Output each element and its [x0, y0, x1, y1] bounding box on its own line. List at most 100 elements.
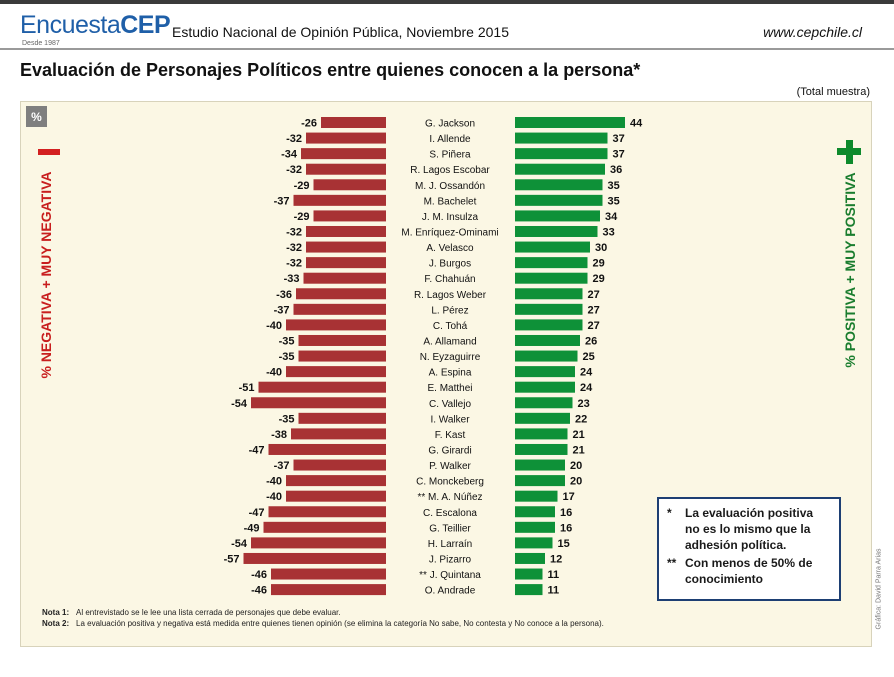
category-label: I. Walker [430, 414, 470, 425]
positive-bar [515, 225, 598, 237]
positive-value-label: 26 [585, 335, 597, 347]
positive-bar [515, 179, 603, 191]
negative-bar [286, 319, 386, 331]
brand-bold-text: CEP [120, 11, 171, 39]
positive-bar [515, 148, 608, 160]
category-label: F. Chahuán [424, 274, 475, 285]
category-label: N. Eyzaguirre [420, 352, 481, 363]
category-label: J. Burgos [429, 259, 471, 270]
footnote-mark: * [667, 506, 672, 520]
positive-bar [515, 350, 578, 362]
positive-bar [515, 210, 600, 222]
negative-bar [306, 241, 386, 253]
positive-value-label: 16 [560, 507, 572, 519]
footnote-item: ** Con menos de 50% de conocimiento [667, 555, 831, 587]
negative-value-label: -54 [231, 538, 248, 550]
negative-value-label: -51 [239, 382, 255, 394]
total-sample-note: (Total muestra) [796, 86, 870, 98]
positive-value-label: 12 [550, 553, 562, 565]
note-text: La evaluación positiva y negativa está m… [76, 619, 604, 628]
minus-icon [38, 149, 60, 155]
chart-credit: Gráfica: David Parra Arias [875, 548, 883, 630]
positive-bar [515, 288, 583, 300]
negative-value-label: -35 [279, 413, 295, 425]
positive-bar [515, 584, 543, 596]
brand-logo: EncuestaCEP [20, 11, 171, 39]
category-label: G. Jackson [425, 119, 475, 130]
negative-value-label: -32 [286, 258, 302, 270]
negative-value-label: -49 [244, 522, 260, 534]
positive-value-label: 44 [630, 118, 643, 130]
negative-value-label: -40 [266, 491, 282, 503]
positive-value-label: 25 [583, 351, 595, 363]
negative-bar [293, 194, 386, 206]
positive-value-label: 17 [563, 491, 575, 503]
positive-value-label: 21 [573, 444, 585, 456]
negative-value-label: -35 [279, 335, 295, 347]
category-label: R. Lagos Escobar [410, 165, 490, 176]
positive-value-label: 37 [613, 133, 625, 145]
positive-bar [515, 272, 588, 284]
header-bar: EncuestaCEP Desde 1987 Estudio Nacional … [0, 4, 894, 50]
negative-bar [286, 475, 386, 487]
negative-bar [306, 132, 386, 144]
category-label: C. Monckeberg [416, 477, 484, 488]
negative-value-label: -47 [249, 444, 265, 456]
positive-value-label: 23 [578, 398, 590, 410]
category-label: ** J. Quintana [419, 570, 481, 581]
negative-bar [286, 366, 386, 378]
category-label: I. Allende [429, 134, 471, 145]
negative-bar [306, 257, 386, 269]
negative-value-label: -32 [286, 242, 302, 254]
negative-bar [313, 179, 386, 191]
category-label: A. Velasco [426, 243, 474, 254]
positive-value-label: 27 [588, 289, 600, 301]
negative-bar [271, 584, 386, 596]
footnote-mark: ** [667, 556, 677, 570]
positive-value-label: 11 [548, 569, 560, 581]
negative-bar [298, 412, 386, 424]
positive-value-label: 22 [575, 413, 587, 425]
negative-value-label: -37 [274, 460, 290, 472]
brand-since: Desde 1987 [22, 40, 60, 47]
category-label: G. Teillier [429, 523, 471, 534]
positive-value-label: 27 [588, 320, 600, 332]
negative-bar [296, 288, 386, 300]
positive-value-label: 35 [608, 180, 620, 192]
positive-value-label: 36 [610, 164, 622, 176]
negative-value-label: -34 [281, 149, 298, 161]
header-subtitle: Estudio Nacional de Opinión Pública, Nov… [172, 24, 509, 40]
positive-bar [515, 506, 555, 518]
chart-title: Evaluación de Personajes Políticos entre… [20, 60, 641, 80]
negative-value-label: -54 [231, 398, 248, 410]
negative-value-label: -33 [284, 273, 300, 285]
negative-value-label: -37 [274, 304, 290, 316]
negative-value-label: -40 [266, 367, 282, 379]
positive-bar [515, 257, 588, 269]
top-rule [0, 0, 894, 4]
negative-value-label: -38 [271, 429, 287, 441]
positive-bar [515, 475, 565, 487]
negative-bar [263, 521, 386, 533]
negative-bar [258, 381, 386, 393]
category-label: R. Lagos Weber [414, 290, 487, 301]
negative-value-label: -29 [294, 180, 310, 192]
positive-bar [515, 568, 543, 580]
category-label: J. M. Insulza [422, 212, 479, 223]
negative-bar [306, 225, 386, 237]
category-label: F. Kast [435, 430, 466, 441]
negative-value-label: -40 [266, 476, 282, 488]
positive-bar [515, 163, 605, 175]
positive-bar [515, 117, 625, 128]
positive-value-label: 37 [613, 149, 625, 161]
category-label: O. Andrade [425, 586, 476, 597]
category-label: M. Bachelet [424, 196, 477, 207]
positive-value-label: 16 [560, 522, 572, 534]
negative-bar [251, 397, 386, 409]
positive-value-label: 24 [580, 367, 593, 379]
positive-bar [515, 412, 570, 424]
brand-light-text: Encuesta [20, 11, 121, 39]
positive-value-label: 15 [558, 538, 570, 550]
positive-value-label: 30 [595, 242, 607, 254]
